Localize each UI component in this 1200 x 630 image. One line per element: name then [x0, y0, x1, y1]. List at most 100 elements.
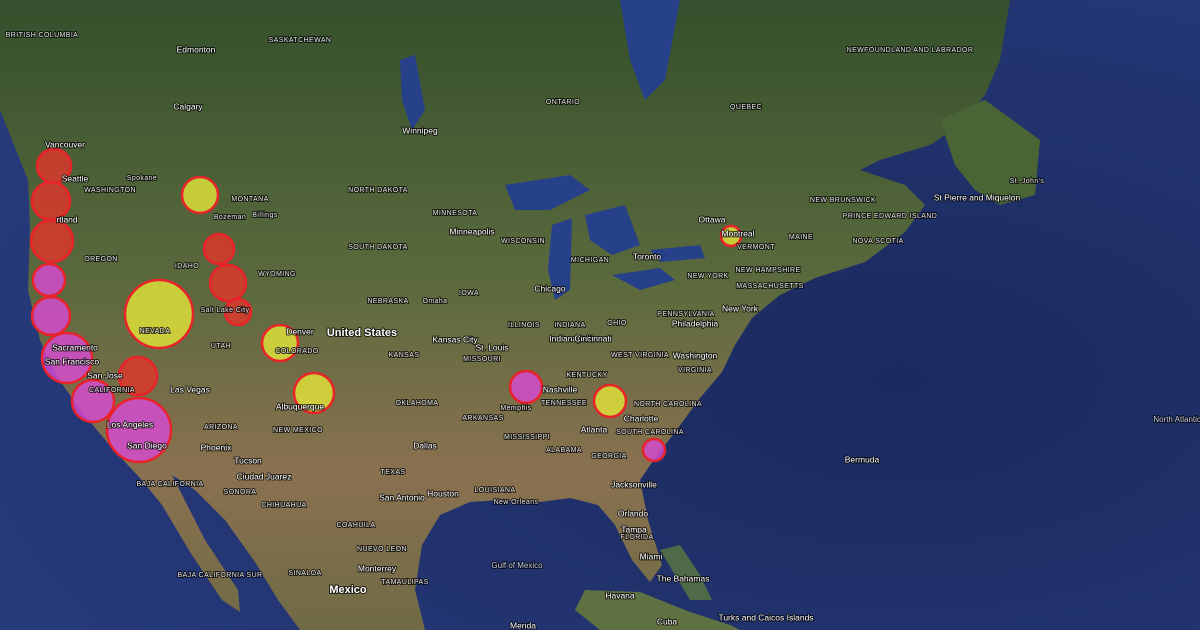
marker [719, 224, 743, 248]
place-label: Bermuda [845, 454, 880, 464]
land [940, 100, 1040, 205]
place-label: Dallas [413, 440, 437, 450]
place-label: NEW HAMPSHIRE [735, 267, 800, 274]
place-label: QUEBEC [730, 104, 762, 111]
place-label: NORTH CAROLINA [634, 401, 702, 408]
place-label: WASHINGTON [84, 187, 136, 194]
place-label: St. John's [1010, 178, 1045, 185]
marker [508, 369, 544, 405]
marker [70, 378, 116, 424]
labels: BRITISH COLUMBIA SASKATCHEWAN NEWFOUNDLAND… [5, 31, 1200, 630]
marker [223, 297, 253, 327]
place-label: Phoenix [201, 442, 232, 452]
place-label: BAJA CALIFORNIA [136, 481, 203, 488]
marker [105, 396, 173, 464]
place-label: ARKANSAS [462, 415, 503, 422]
place-label: Jacksonville [611, 479, 657, 489]
place-label: Turks and Caicos Islands [718, 612, 813, 622]
place-label: Calgary [173, 101, 203, 111]
place-label: Havana [605, 590, 635, 600]
place-label: NOVA SCOTIA [852, 238, 903, 245]
place-label: NEBRASKA [367, 298, 408, 305]
place-label: Chicago [534, 283, 565, 293]
place-label: Orlando [618, 508, 649, 518]
place-label: Philadelphia [672, 318, 719, 328]
place-label: NEW BRUNSWICK [810, 197, 876, 204]
place-label: United States [327, 327, 397, 339]
place-label: Billings [252, 212, 277, 219]
place-label: SOUTH DAKOTA [348, 244, 408, 251]
place-label: MONTANA [231, 196, 268, 203]
place-label: Las Vegas [170, 384, 210, 394]
place-label: UTAH [211, 343, 231, 350]
place-label: Nashville [543, 384, 578, 394]
place-label: GEORGIA [591, 453, 626, 460]
marker [292, 371, 336, 415]
place-label: OREGON [84, 256, 118, 263]
land [0, 0, 1010, 630]
place-label: San Antonio [379, 492, 425, 502]
place-label: rtland [56, 214, 78, 224]
place-label: OHIO [607, 320, 627, 327]
marker [260, 323, 300, 363]
place-label: PRINCE EDWARD ISLAND [843, 213, 937, 220]
land [575, 590, 740, 630]
place-label: WISCONSIN [501, 238, 545, 245]
marker [641, 437, 667, 463]
place-label: CHIHUAHUA [261, 502, 306, 509]
place-label: NUEVO LEON [357, 546, 407, 553]
place-label: ALABAMA [546, 447, 582, 454]
place-label: Los Angeles [107, 419, 153, 429]
place-label: North Atlantic Ocean [1153, 415, 1200, 424]
place-label: OKLAHOMA [396, 400, 439, 407]
place-label: NEW MEXICO [273, 427, 323, 434]
marker [117, 355, 159, 397]
place-label: VERMONT [737, 244, 775, 251]
place-label: Salt Lake City [201, 307, 250, 314]
place-label: Ottawa [699, 214, 726, 224]
place-label: Memphis [500, 405, 531, 412]
marker [30, 295, 72, 337]
marker [180, 175, 220, 215]
place-label: WEST VIRGINIA [611, 352, 669, 359]
place-label: TENNESSEE [541, 400, 587, 407]
place-label: Cuba [657, 616, 678, 626]
place-label: Winnipeg [402, 125, 438, 135]
place-label: NEVADA [140, 328, 171, 335]
place-label: IDAHO [175, 263, 199, 270]
place-label: New York [722, 303, 759, 313]
marker [29, 218, 75, 264]
place-label: San Diego [127, 440, 167, 450]
marker [208, 263, 248, 303]
place-label: Mexico [329, 584, 367, 596]
place-label: MINNESOTA [433, 210, 478, 217]
place-label: Vancouver [45, 139, 85, 149]
place-label: SINALOA [288, 570, 321, 577]
place-label: Tampa [621, 524, 647, 534]
place-label: Bozeman [214, 214, 246, 221]
place-label: KENTUCKY [566, 372, 607, 379]
place-label: Washington [673, 350, 718, 360]
place-label: Albuquerque [276, 401, 324, 411]
place-label: San Jose [87, 370, 123, 380]
place-label: Montreal [721, 228, 754, 238]
place-label: MASSACHUSETTS [736, 283, 803, 290]
marker [123, 278, 195, 350]
place-label: Tucson [234, 455, 262, 465]
place-label: WYOMING [258, 271, 296, 278]
place-label: NORTH DAKOTA [348, 187, 408, 194]
place-label: The Bahamas [657, 573, 710, 583]
marker [31, 262, 67, 298]
place-label: Miami [640, 551, 663, 561]
place-label: MISSOURI [463, 356, 501, 363]
place-label: ARIZONA [204, 424, 238, 431]
place-label: PENNSYLVANIA [657, 311, 714, 318]
marker [40, 331, 94, 385]
marker [202, 232, 236, 266]
place-label: Cincinnati [574, 333, 611, 343]
place-label: San Francisco [45, 356, 100, 366]
place-label: IOWA [459, 290, 479, 297]
place-label: St Pierre and Miquelon [934, 192, 1021, 202]
marker [592, 383, 628, 419]
